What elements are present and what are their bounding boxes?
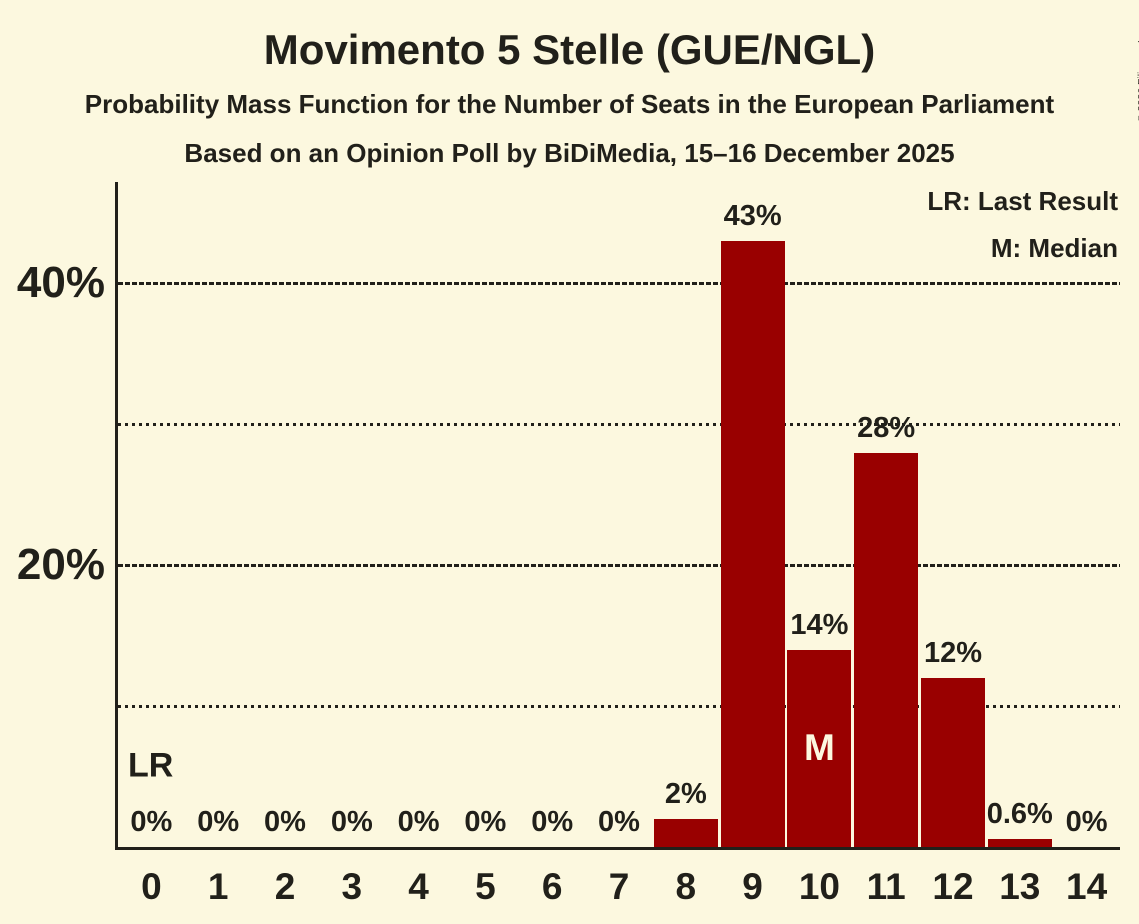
x-axis-label-4: 4 [408,866,429,907]
bar-value-label-seat-5: 0% [464,806,507,838]
plot-area: 0% 0% 0% 0% 0% 0% 0% 0% 2% 43% 14% 28% 12% 0.6% 0% LR M [115,182,1120,850]
bar-value-label-seat-12: 12% [923,636,983,669]
bar-seat-13 [987,838,1052,847]
bar-value-label-seat-8: 2% [664,777,707,810]
x-axis-label-5: 5 [475,866,496,907]
bar-value-label-seat-13: 0.6% [986,797,1053,830]
bar-seat-12 [921,677,985,847]
y-axis-label-40: 40% [16,258,105,308]
x-axis-label-2: 2 [274,866,296,907]
bar-value-label-seat-14: 0% [1065,806,1108,838]
bar-value-label-seat-6: 0% [531,806,574,838]
gridline-minor-10 [118,704,1120,708]
bar-value-label-seat-1: 0% [197,806,240,838]
x-axis-label-8: 8 [675,866,697,907]
bar-value-label-seat-2: 0% [264,806,306,838]
chart-subtitle: Probability Mass Function for the Number… [84,89,1055,119]
x-axis-label-9: 9 [742,866,763,907]
bar-seat-11 [854,452,919,847]
chart-title: Movimento 5 Stelle (GUE/NGL) [263,26,876,73]
x-axis-label-7: 7 [608,866,630,907]
gridline-minor-30 [118,422,1120,426]
y-axis-label-20: 20% [16,540,105,590]
chart-source-line: Based on an Opinion Poll by BiDiMedia, 1… [184,138,955,168]
x-axis-label-0: 0 [141,866,162,907]
bar-value-label-seat-0: 0% [130,806,173,838]
x-axis-label-1: 1 [207,866,229,907]
x-axis-label-3: 3 [341,866,363,907]
gridline-major-20 [118,563,1120,567]
last-result-annotation: LR [128,746,174,785]
bar-seat-8 [653,818,718,847]
bar-value-label-seat-7: 0% [598,806,640,838]
x-axis-label-12: 12 [932,866,974,907]
bar-value-label-seat-11: 28% [857,411,916,444]
legend-median-label: M: Median [990,233,1118,263]
chart-legend: LR: Last Result M: Median [927,178,1118,272]
bar-value-label-seat-9: 43% [723,200,782,233]
bar-value-label-seat-4: 0% [397,806,440,838]
bar-value-label-seat-3: 0% [330,806,373,838]
x-axis-label-14: 14 [1066,866,1108,907]
x-axis-label-11: 11 [866,866,906,907]
median-annotation: M [803,727,835,769]
legend-last-result-label: LR: Last Result [927,186,1118,216]
bar-value-label-seat-10: 14% [790,608,849,641]
gridline-major-40 [118,281,1120,285]
x-axis-label-10: 10 [798,866,840,907]
x-axis-label-13: 13 [999,866,1041,907]
bar-seat-10 [787,649,852,847]
bar-seat-9 [720,241,785,847]
x-axis-label-6: 6 [541,866,563,907]
